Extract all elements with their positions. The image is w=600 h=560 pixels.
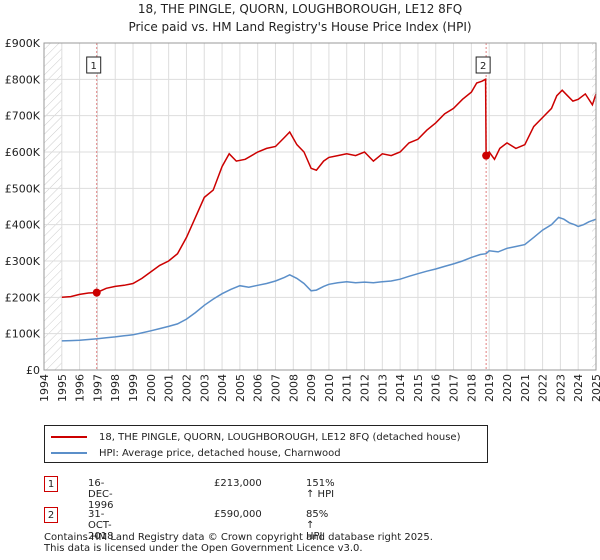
x-tick-label: 2008 <box>287 374 300 402</box>
legend: 18, THE PINGLE, QUORN, LOUGHBOROUGH, LE1… <box>44 425 488 463</box>
x-tick-label: 2001 <box>163 374 176 402</box>
x-tick-label: 2020 <box>501 374 514 402</box>
transaction-price: £213,000 <box>214 478 262 489</box>
chart-title: 18, THE PINGLE, QUORN, LOUGHBOROUGH, LE1… <box>137 2 463 16</box>
y-tick-label: £400K <box>5 219 41 232</box>
y-tick-label: £600K <box>5 146 41 159</box>
y-tick-label: £500K <box>5 182 41 195</box>
y-tick-label: £0 <box>26 364 40 377</box>
x-tick-label: 2003 <box>198 374 211 402</box>
x-tick-label: 2021 <box>519 374 532 402</box>
x-tick-label: 2013 <box>376 374 389 402</box>
transaction-date: 16-DEC-1996 <box>88 478 114 511</box>
x-tick-label: 2004 <box>216 374 229 402</box>
chart-subtitle: Price paid vs. HM Land Registry's House … <box>128 20 472 34</box>
plot-border <box>43 42 597 371</box>
x-tick-label: 2016 <box>430 374 443 402</box>
x-tick-label: 2005 <box>234 374 247 402</box>
sale-label-box <box>86 56 102 74</box>
transaction-date: 31-OCT-2018 <box>88 509 114 542</box>
transaction-hpi-change: 151% ↑ HPI <box>306 478 335 500</box>
x-tick-label: 2015 <box>412 374 425 402</box>
x-tick-label: 2006 <box>252 374 265 402</box>
legend-price-label: 18, THE PINGLE, QUORN, LOUGHBOROUGH, LE1… <box>99 431 461 443</box>
y-tick-label: £300K <box>5 255 41 268</box>
no-data-hatch <box>44 43 62 370</box>
hpi-line <box>61 216 597 342</box>
x-tick-label: 1997 <box>91 374 104 402</box>
x-tick-label: 2014 <box>394 374 407 402</box>
x-tick-label: 1996 <box>74 374 87 402</box>
y-tick-label: £900K <box>5 37 41 50</box>
x-tick-label: 2002 <box>180 374 193 402</box>
x-tick-label: 1998 <box>109 374 122 402</box>
future-hatch <box>592 43 596 370</box>
x-tick-label: 2012 <box>359 374 372 402</box>
legend-item-price: 18, THE PINGLE, QUORN, LOUGHBOROUGH, LE1… <box>51 429 460 445</box>
footer-licence: This data is licensed under the Open Gov… <box>44 543 363 554</box>
sale-label-box <box>475 56 491 74</box>
legend-price-swatch <box>51 436 87 438</box>
x-tick-label: 2025 <box>590 374 600 402</box>
plot-area <box>44 43 596 370</box>
legend-item-hpi: HPI: Average price, detached house, Char… <box>51 445 341 461</box>
sale-label: 2 <box>480 61 486 72</box>
x-tick-label: 2024 <box>572 374 585 402</box>
price-paid-line <box>61 78 597 299</box>
x-tick-label: 2017 <box>448 374 461 402</box>
sale-point <box>482 151 491 160</box>
x-tick-label: 1999 <box>127 374 140 402</box>
transaction-hpi-change: 85% ↑ HPI <box>306 509 329 542</box>
x-tick-label: 1994 <box>38 374 51 402</box>
x-tick-label: 2019 <box>483 374 496 402</box>
footer-copyright: Contains HM Land Registry data © Crown c… <box>44 532 433 543</box>
x-tick-label: 2011 <box>341 374 354 402</box>
x-tick-label: 2022 <box>537 374 550 402</box>
y-tick-label: £100K <box>5 328 41 341</box>
x-tick-label: 2018 <box>465 374 478 402</box>
y-tick-label: £200K <box>5 291 41 304</box>
x-tick-label: 2010 <box>323 374 336 402</box>
transaction-marker: 1 <box>44 476 58 492</box>
legend-hpi-swatch <box>51 452 87 454</box>
transaction-price: £590,000 <box>214 509 262 520</box>
y-tick-label: £800K <box>5 73 41 86</box>
x-tick-label: 2007 <box>269 374 282 402</box>
sale-label: 1 <box>91 61 97 72</box>
x-tick-label: 2009 <box>305 374 318 402</box>
price-chart: £0 £100K £200K £300K £400K £500K £600K £700K £80… <box>5 37 600 402</box>
x-tick-label: 2023 <box>554 374 567 402</box>
transaction-marker: 2 <box>44 507 58 523</box>
sale-point <box>92 288 101 297</box>
x-tick-label: 1995 <box>56 374 69 402</box>
y-tick-label: £700K <box>5 110 41 123</box>
x-tick-label: 2000 <box>145 374 158 402</box>
legend-hpi-label: HPI: Average price, detached house, Char… <box>99 447 341 459</box>
